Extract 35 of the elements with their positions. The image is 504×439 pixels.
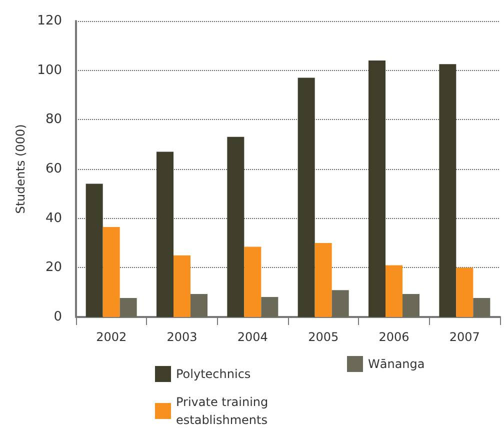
bar [473, 298, 490, 317]
legend-label: Private training establishments [176, 395, 272, 427]
x-tick-label: 2004 [237, 330, 268, 344]
x-tick-label: 2002 [96, 330, 127, 344]
legend-label: Wānanga [368, 357, 425, 371]
y-tick-label: 80 [45, 112, 62, 128]
bar [314, 243, 332, 317]
x-tick-label: 2007 [449, 330, 480, 344]
bar [244, 246, 262, 317]
legend-label: Polytechnics [176, 367, 251, 381]
bar [261, 297, 278, 317]
y-tick-label: 0 [54, 310, 62, 324]
bar [86, 184, 103, 317]
bar [102, 226, 120, 317]
bar [386, 265, 402, 317]
bar [120, 298, 137, 317]
bar [174, 255, 190, 317]
x-tick-label: 2006 [378, 330, 410, 344]
bar [368, 60, 386, 317]
bar [456, 268, 474, 317]
bar [190, 294, 208, 317]
bar [332, 290, 349, 317]
bar [156, 152, 174, 317]
y-tick-label: 40 [45, 210, 62, 226]
bar [402, 294, 420, 317]
bar [298, 78, 315, 317]
x-tick-label: 2003 [166, 330, 198, 344]
x-tick-label: 2005 [308, 330, 339, 344]
y-axis-title: Students (000) [13, 124, 28, 214]
bar [227, 136, 244, 317]
y-tick-label: 120 [37, 14, 62, 28]
y-tick-label: 20 [45, 260, 62, 276]
y-tick-label: 100 [37, 62, 62, 78]
y-tick-label: 60 [45, 162, 62, 176]
bar [439, 64, 456, 317]
